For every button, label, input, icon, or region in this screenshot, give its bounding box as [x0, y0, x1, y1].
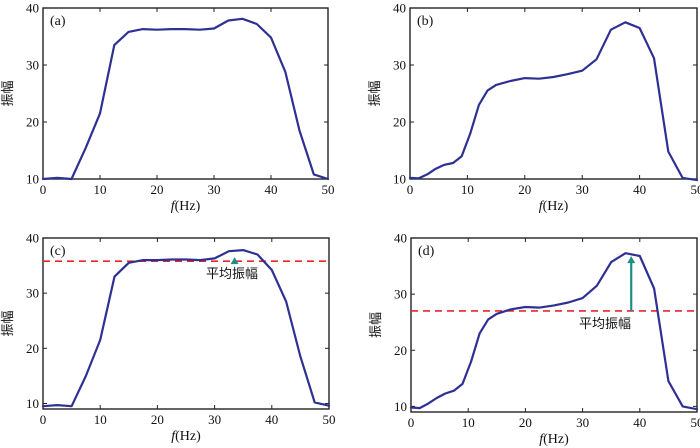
- x-tick-label: 0: [407, 182, 414, 197]
- x-axis-label-var: f: [171, 199, 177, 214]
- x-tick-label: 10: [461, 182, 474, 197]
- x-axis-label: f(Hz): [539, 199, 569, 214]
- x-tick-label: 20: [518, 182, 531, 197]
- x-tick-label: 40: [633, 415, 646, 430]
- x-tick-label: 0: [40, 412, 47, 427]
- x-tick-label: 30: [208, 182, 221, 197]
- y-tick-label: 10: [26, 396, 39, 411]
- x-axis-label-var: f: [539, 199, 545, 214]
- x-tick-label: 10: [94, 182, 107, 197]
- y-axis-label: 振幅: [1, 80, 16, 106]
- x-axis-label-var: f: [539, 432, 545, 447]
- amplitude-series-line: [41, 17, 330, 181]
- x-tick-label: 50: [691, 182, 700, 197]
- plot-frame: [409, 7, 698, 180]
- x-tick-label: 50: [691, 415, 700, 430]
- x-tick-label: 20: [519, 415, 532, 430]
- y-tick-label: 20: [394, 343, 407, 358]
- y-tick-label: 20: [393, 115, 406, 130]
- x-tick-label: 10: [462, 415, 475, 430]
- y-tick-label: 20: [26, 115, 39, 130]
- x-axis-label-unit: (Hz): [175, 199, 201, 214]
- plot-frame: [42, 237, 330, 410]
- x-tick-label: 20: [151, 182, 164, 197]
- x-axis-label-var: f: [171, 429, 177, 444]
- panel-label: (c): [50, 244, 66, 259]
- x-tick-label: 10: [94, 412, 107, 427]
- y-axis-label: 振幅: [369, 312, 384, 338]
- x-axis-label: f(Hz): [539, 432, 569, 447]
- y-tick-label: 40: [393, 1, 406, 16]
- x-tick-label: 30: [576, 415, 589, 430]
- x-axis-label: f(Hz): [171, 429, 201, 444]
- amplitude-series-line: [409, 252, 699, 411]
- y-tick-label: 40: [26, 231, 39, 246]
- y-tick-label: 30: [26, 286, 39, 301]
- amplitude-arrow-head: [230, 257, 239, 265]
- y-tick-label: 30: [393, 58, 406, 73]
- y-tick-label: 40: [26, 1, 39, 16]
- amplitude-series-line: [41, 249, 331, 408]
- amplitude-arrow-head: [627, 256, 636, 264]
- amplitude-series-line: [408, 21, 699, 182]
- x-tick-label: 50: [322, 182, 335, 197]
- panel-label: (d): [418, 244, 435, 259]
- x-tick-label: 0: [40, 182, 47, 197]
- y-tick-label: 10: [26, 172, 39, 187]
- y-axis-label: 振幅: [368, 80, 383, 106]
- x-tick-label: 0: [408, 415, 415, 430]
- plot-frame: [410, 237, 698, 413]
- y-tick-label: 30: [26, 58, 39, 73]
- x-tick-label: 40: [265, 182, 278, 197]
- panel-label: (b): [417, 14, 434, 29]
- x-tick-label: 20: [151, 412, 164, 427]
- x-tick-label: 30: [208, 412, 221, 427]
- x-axis-label-unit: (Hz): [175, 429, 201, 444]
- y-tick-label: 20: [26, 341, 39, 356]
- x-tick-label: 30: [576, 182, 589, 197]
- x-axis-label-unit: (Hz): [543, 432, 569, 447]
- y-axis-label: 振幅: [1, 310, 16, 336]
- mean-amplitude-annotation: 平均振幅: [579, 317, 631, 332]
- x-axis-label-unit: (Hz): [543, 199, 569, 214]
- x-tick-label: 40: [265, 412, 278, 427]
- plot-frame: [42, 7, 329, 180]
- x-tick-label: 40: [633, 182, 646, 197]
- panel-label: (a): [50, 14, 66, 29]
- y-tick-label: 30: [394, 287, 407, 302]
- x-tick-label: 50: [323, 412, 336, 427]
- y-tick-label: 10: [394, 399, 407, 414]
- x-axis-label: f(Hz): [171, 199, 201, 214]
- y-tick-label: 10: [393, 172, 406, 187]
- y-tick-label: 40: [394, 231, 407, 246]
- mean-amplitude-annotation: 平均振幅: [206, 267, 258, 282]
